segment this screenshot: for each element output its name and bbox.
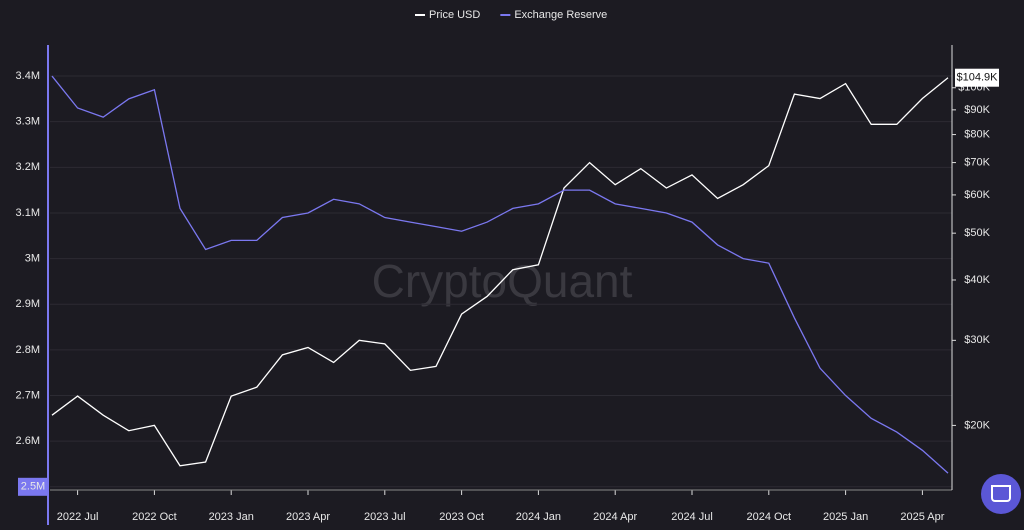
legend-label: Price USD (429, 9, 480, 21)
x-tick-label: 2022 Jul (57, 511, 99, 523)
x-tick-label: 2023 Jan (209, 511, 254, 523)
value-label-box (955, 68, 999, 87)
x-tick-label: 2022 Oct (132, 511, 177, 523)
x-tick-label: 2025 Jan (823, 511, 868, 523)
y-tick-label: 3.4M (16, 70, 40, 82)
y-tick-label: 3.1M (16, 207, 40, 219)
y-tick-label: 2.5M (21, 481, 45, 493)
x-tick-label: 2025 Apr (900, 511, 944, 523)
y2-tick-label: $60K (964, 189, 990, 201)
x-tick-label: 2024 Jul (671, 511, 713, 523)
y-tick-label: 3.2M (16, 161, 40, 173)
y2-tick-label: $50K (964, 227, 990, 239)
y-tick-label: 3M (25, 253, 40, 265)
y-tick-label: 2.7M (16, 389, 40, 401)
y-tick-label: 3.3M (16, 116, 40, 128)
y2-tick-label: $90K (964, 104, 990, 116)
chat-button[interactable] (981, 474, 1021, 514)
x-tick-label: 2023 Apr (286, 511, 330, 523)
x-tick-label: 2024 Jan (516, 511, 561, 523)
series-line (51, 75, 949, 474)
y-tick-label: 2.8M (16, 344, 40, 356)
y2-tick-label: $70K (964, 156, 990, 168)
x-tick-label: 2023 Oct (439, 511, 484, 523)
y2-tick-label: $80K (964, 128, 990, 140)
x-tick-label: 2024 Apr (593, 511, 637, 523)
y2-tick-label: $30K (964, 334, 990, 346)
x-tick-label: 2024 Oct (746, 511, 791, 523)
legend-label: Exchange Reserve (514, 9, 607, 21)
y2-tick-label: $40K (964, 274, 990, 286)
y-tick-label: 2.9M (16, 298, 40, 310)
y-tick-label: 2.6M (16, 435, 40, 447)
y2-tick-label: $20K (964, 419, 990, 431)
chat-icon (991, 485, 1011, 502)
series-line (51, 77, 949, 467)
value-label: $104.9K (957, 72, 999, 84)
x-tick-label: 2023 Jul (364, 511, 406, 523)
current-value-box (18, 477, 48, 496)
